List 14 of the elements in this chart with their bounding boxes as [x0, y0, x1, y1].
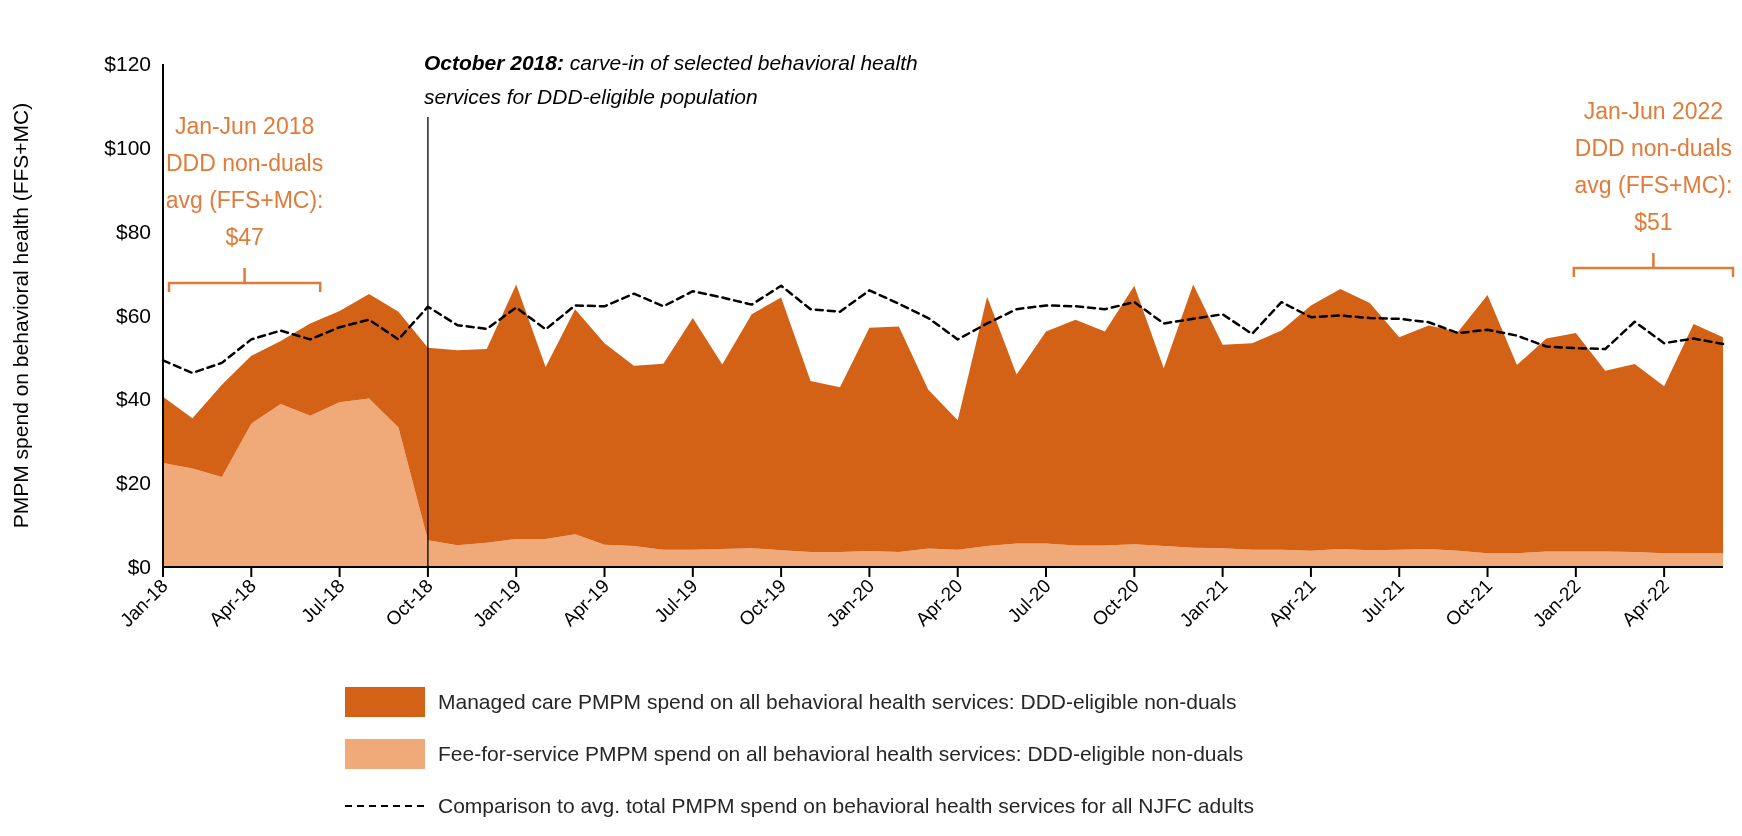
annotation: Jan-Jun 2018 DDD non-duals avg (FFS+MC): $47	[165, 113, 324, 250]
y-tick-label: $0	[127, 555, 151, 578]
y-tick-label: $120	[104, 52, 151, 75]
legend-label: Fee-for-service PMPM spend on all behavioral health services: DDD-eligible non-duals	[438, 742, 1244, 765]
legend-label: Comparison to avg. total PMPM spend on behavioral health services for all NJFC adults	[438, 794, 1254, 817]
ref-line-label: October 2018: carve-in of selected behavioral health services for DDD-eligible population	[423, 51, 918, 108]
y-tick-label: $80	[115, 219, 151, 243]
y-tick-label: $60	[115, 303, 151, 327]
y-tick-label: $20	[115, 471, 151, 495]
legend-label: Managed care PMPM spend on all behavioral health services: DDD-eligible non-duals	[438, 690, 1237, 713]
y-tick-label: $40	[115, 387, 151, 411]
y-tick-label: $100	[104, 135, 151, 159]
y-axis-title: PMPM spend on behavioral health (FFS+MC)	[9, 102, 32, 529]
annotation: Jan-Jun 2022 DDD non-duals avg (FFS+MC): $51	[1574, 98, 1733, 235]
